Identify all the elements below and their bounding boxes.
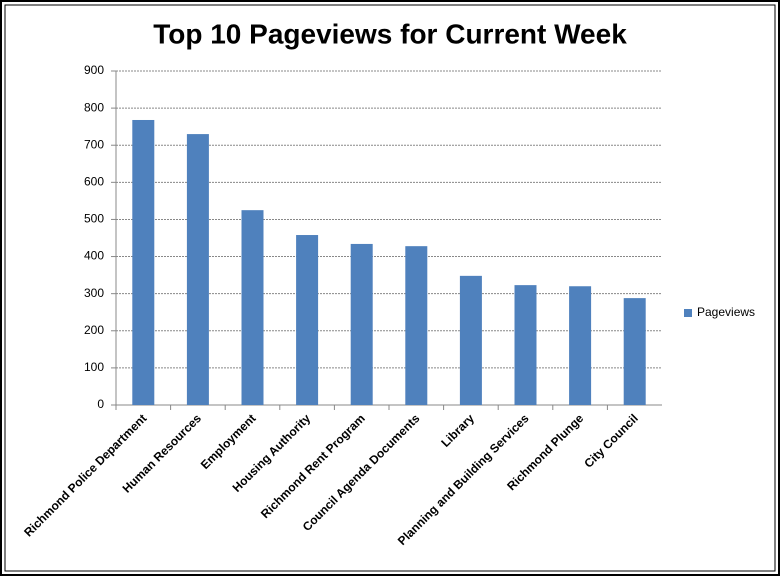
- y-tick-label: 400: [84, 249, 104, 263]
- bar: [405, 246, 428, 405]
- legend-label: Pageviews: [697, 305, 755, 319]
- chart-title: Top 10 Pageviews for Current Week: [153, 18, 627, 49]
- y-tick-label: 900: [84, 63, 104, 77]
- y-tick-label: 100: [84, 360, 104, 374]
- y-tick-label: 800: [84, 100, 104, 114]
- bar: [186, 134, 209, 406]
- y-tick-label: 700: [84, 137, 104, 151]
- y-tick-label: 300: [84, 286, 104, 300]
- bar: [459, 275, 482, 405]
- bar: [241, 210, 264, 405]
- bar: [132, 119, 155, 405]
- legend-swatch: [684, 309, 692, 317]
- y-tick-label: 500: [84, 212, 104, 226]
- y-tick-label: 0: [97, 397, 104, 411]
- y-tick-label: 600: [84, 175, 104, 189]
- y-tick-label: 200: [84, 323, 104, 337]
- chart-inner-frame: [4, 4, 776, 572]
- bar: [623, 298, 646, 405]
- bar: [569, 286, 592, 405]
- bar: [350, 243, 373, 405]
- bar: [514, 285, 537, 405]
- bar: [296, 235, 319, 405]
